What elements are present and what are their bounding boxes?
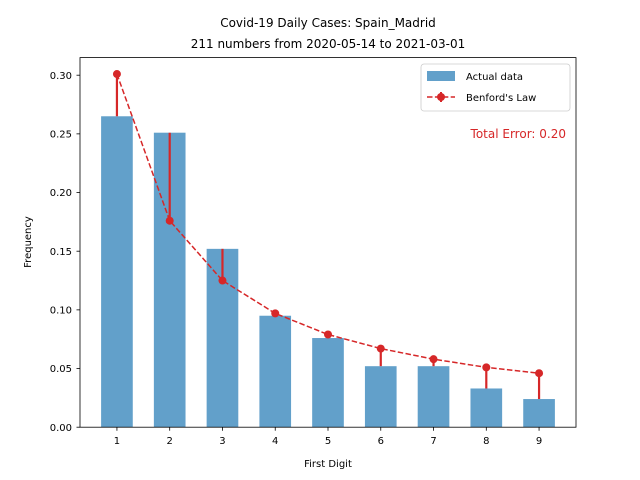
y-tick-label-0.10: 0.10 (50, 305, 72, 316)
x-tick-label-8: 8 (483, 436, 489, 447)
y-axis-label: Frequency (23, 216, 34, 268)
bar-digit-5 (312, 338, 344, 428)
y-tick-label-0.30: 0.30 (50, 71, 72, 82)
bar-digit-7 (417, 366, 450, 428)
y-tick-label-0.00: 0.00 (50, 423, 72, 434)
bar-digit-1 (101, 116, 133, 428)
legend-label-actual-data: Actual data (466, 72, 523, 83)
y-tick-label-0.05: 0.05 (50, 364, 72, 375)
benford-point-digit-5 (324, 330, 332, 339)
legend-swatch-actual-data (427, 71, 455, 81)
y-tick-label-0.15: 0.15 (50, 247, 72, 258)
x-tick-label-7: 7 (430, 436, 436, 447)
bar-digit-6 (364, 366, 397, 428)
benford-point-digit-4 (271, 309, 280, 318)
benford-point-digit-2 (165, 216, 174, 225)
legend: Actual data Benford's Law (420, 63, 571, 112)
benford-point-digit-6 (376, 344, 385, 353)
x-tick-label-1: 1 (114, 436, 120, 447)
legend-marker-benfords-law (437, 93, 445, 101)
bar-digit-8 (470, 388, 503, 428)
bar-digit-4 (259, 315, 292, 428)
x-axis-label: First Digit (304, 459, 352, 470)
benford-point-digit-9 (535, 369, 544, 378)
chart-title: Covid-19 Daily Cases: Spain_Madrid (220, 16, 436, 30)
benford-line-layer (112, 70, 544, 378)
bars-layer (101, 116, 555, 428)
benford-point-digit-3 (218, 276, 227, 285)
benford-point-digit-1 (112, 70, 121, 79)
y-tick-label-0.25: 0.25 (50, 129, 72, 140)
total-error-annotation: Total Error: 0.20 (470, 127, 566, 141)
x-axis-ticks: 1 2 3 4 5 6 7 8 9 (114, 427, 542, 447)
y-tick-label-0.20: 0.20 (50, 188, 72, 199)
y-axis-ticks: 0.00 0.05 0.10 0.15 0.20 0.25 0.30 (50, 71, 80, 434)
benford-point-digit-7 (429, 355, 438, 364)
bar-digit-9 (523, 399, 555, 428)
x-tick-label-6: 6 (378, 436, 384, 447)
legend-label-benfords-law: Benford's Law (466, 93, 536, 104)
benford-point-digit-8 (482, 363, 491, 372)
chart-subtitle: 211 numbers from 2020-05-14 to 2021-03-0… (191, 37, 466, 51)
x-tick-label-4: 4 (272, 436, 278, 447)
benford-line (116, 73, 540, 374)
x-tick-label-2: 2 (167, 436, 173, 447)
x-tick-label-5: 5 (325, 436, 331, 447)
x-tick-label-9: 9 (536, 436, 542, 447)
x-tick-label-3: 3 (219, 436, 225, 447)
legend-box (420, 63, 571, 112)
